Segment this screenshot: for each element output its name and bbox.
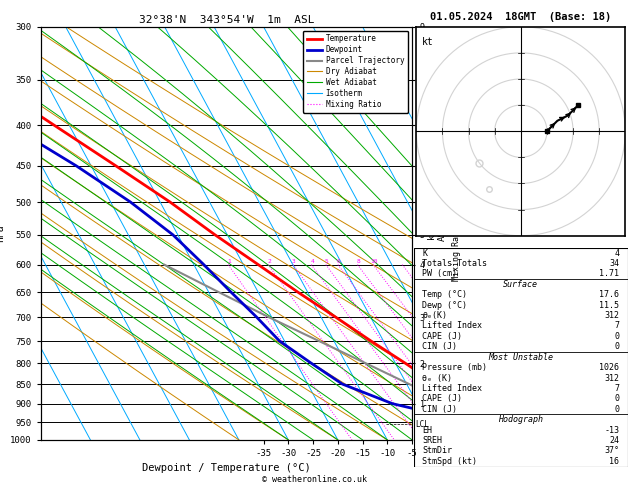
Text: 7: 7 — [614, 384, 619, 393]
Text: 0: 0 — [614, 332, 619, 341]
X-axis label: Dewpoint / Temperature (°C): Dewpoint / Temperature (°C) — [142, 464, 311, 473]
Text: Dewp (°C): Dewp (°C) — [423, 301, 467, 310]
Text: 1026: 1026 — [599, 363, 619, 372]
Text: 2: 2 — [267, 259, 271, 263]
Text: 01.05.2024  18GMT  (Base: 18): 01.05.2024 18GMT (Base: 18) — [430, 12, 611, 22]
Text: 34: 34 — [610, 259, 619, 268]
Text: 3: 3 — [292, 259, 296, 263]
Text: θₑ (K): θₑ (K) — [423, 374, 452, 382]
Text: 4: 4 — [614, 248, 619, 258]
Text: SREH: SREH — [423, 436, 442, 445]
Text: Temp (°C): Temp (°C) — [423, 290, 467, 299]
Text: LCL: LCL — [416, 419, 430, 429]
Text: 312: 312 — [604, 311, 619, 320]
Text: © weatheronline.co.uk: © weatheronline.co.uk — [262, 474, 367, 484]
Text: CIN (J): CIN (J) — [423, 342, 457, 351]
Text: 10: 10 — [370, 259, 377, 263]
Text: 0: 0 — [614, 394, 619, 403]
Text: 1.71: 1.71 — [599, 269, 619, 278]
Text: 16: 16 — [610, 457, 619, 466]
Text: PW (cm): PW (cm) — [423, 269, 457, 278]
Text: Totals Totals: Totals Totals — [423, 259, 487, 268]
Text: 5: 5 — [325, 259, 328, 263]
Text: Pressure (mb): Pressure (mb) — [423, 363, 487, 372]
Text: 4: 4 — [310, 259, 314, 263]
Text: kt: kt — [421, 37, 433, 47]
Text: 8: 8 — [357, 259, 360, 263]
Text: 1: 1 — [227, 259, 231, 263]
Text: EH: EH — [423, 426, 432, 434]
Text: 7: 7 — [614, 321, 619, 330]
Text: CAPE (J): CAPE (J) — [423, 332, 462, 341]
Text: 312: 312 — [604, 374, 619, 382]
Text: Surface: Surface — [503, 280, 538, 289]
Text: Mixing Ratio (g/kg): Mixing Ratio (g/kg) — [452, 186, 461, 281]
Text: CAPE (J): CAPE (J) — [423, 394, 462, 403]
Text: 0: 0 — [614, 405, 619, 414]
Text: 24: 24 — [610, 436, 619, 445]
Text: K: K — [423, 248, 428, 258]
Text: StmDir: StmDir — [423, 447, 452, 455]
Y-axis label: km
ASL: km ASL — [428, 225, 447, 242]
Y-axis label: hPa: hPa — [0, 225, 5, 242]
Text: Most Unstable: Most Unstable — [488, 353, 554, 362]
Text: Lifted Index: Lifted Index — [423, 321, 482, 330]
Text: 6: 6 — [337, 259, 341, 263]
Text: Hodograph: Hodograph — [498, 415, 543, 424]
Text: Lifted Index: Lifted Index — [423, 384, 482, 393]
Text: θₑ(K): θₑ(K) — [423, 311, 447, 320]
Text: 37°: 37° — [604, 447, 619, 455]
Text: 17.6: 17.6 — [599, 290, 619, 299]
Legend: Temperature, Dewpoint, Parcel Trajectory, Dry Adiabat, Wet Adiabat, Isotherm, Mi: Temperature, Dewpoint, Parcel Trajectory… — [303, 31, 408, 113]
Text: StmSpd (kt): StmSpd (kt) — [423, 457, 477, 466]
Text: 0: 0 — [614, 342, 619, 351]
Text: 11.5: 11.5 — [599, 301, 619, 310]
Text: -13: -13 — [604, 426, 619, 434]
Text: CIN (J): CIN (J) — [423, 405, 457, 414]
Title: 32°38'N  343°54'W  1m  ASL: 32°38'N 343°54'W 1m ASL — [138, 15, 314, 25]
